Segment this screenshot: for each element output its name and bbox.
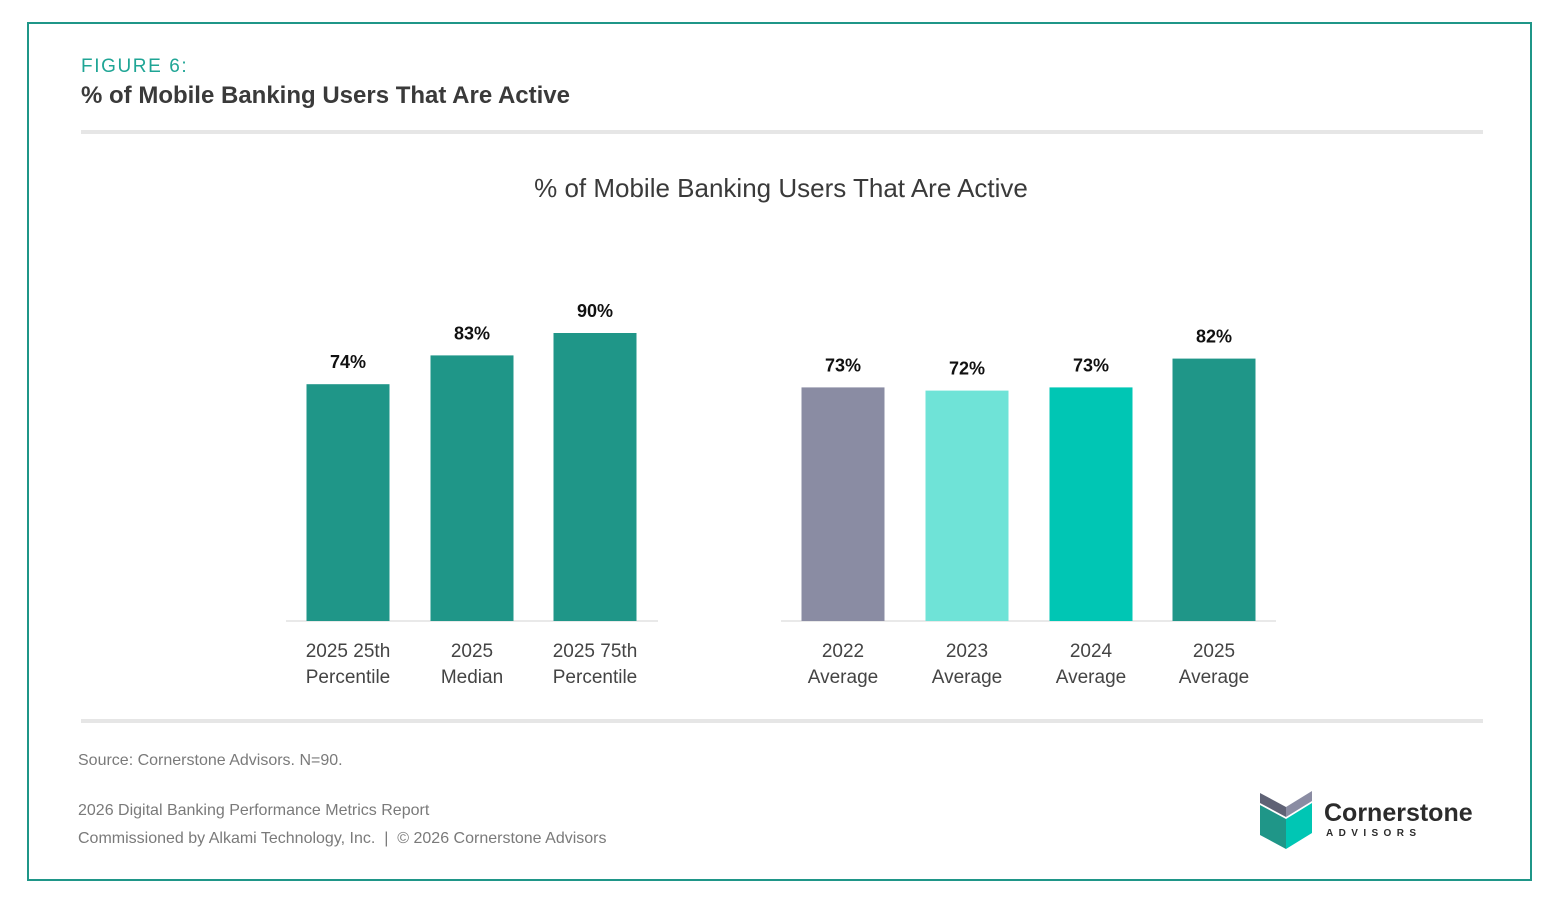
data-label-2: 83%	[454, 323, 490, 343]
x-tick-label-3: 2025 75th Percentile	[553, 641, 638, 688]
bottom-divider	[81, 719, 1483, 723]
x-tick-label-1: 2025 25th Percentile	[306, 641, 391, 688]
cornerstone-logo-icon	[1260, 791, 1312, 849]
logo-subtitle: ADVISORS	[1326, 828, 1422, 839]
figure-frame	[27, 22, 1532, 881]
data-label-4: 73%	[825, 355, 861, 375]
bar-7	[1172, 358, 1256, 621]
bar-2	[430, 355, 514, 621]
x-tick-label-7: 2025 Average	[1179, 641, 1249, 688]
data-label-5: 72%	[949, 359, 985, 379]
bar-5	[925, 390, 1009, 621]
bar-1	[306, 384, 390, 621]
report-name: 2026 Digital Banking Performance Metrics…	[78, 802, 430, 819]
data-label-3: 90%	[577, 301, 613, 321]
cornerstone-logo: Cornerstone ADVISORS	[1258, 787, 1488, 851]
data-label-1: 74%	[330, 352, 366, 372]
x-tick-label-4: 2022 Average	[808, 641, 878, 688]
commission-note: Commissioned by Alkami Technology, Inc. …	[78, 830, 607, 847]
bar-3	[553, 333, 637, 621]
figure-title: % of Mobile Banking Users That Are Activ…	[81, 82, 570, 109]
x-tick-label-5: 2023 Average	[932, 641, 1002, 688]
logo-name: Cornerstone	[1324, 799, 1473, 827]
data-label-7: 82%	[1196, 327, 1232, 347]
x-tick-label-6: 2024 Average	[1056, 641, 1126, 688]
chart-title: % of Mobile Banking Users That Are Activ…	[534, 173, 1028, 203]
bar-4	[801, 387, 885, 621]
top-divider	[81, 130, 1483, 134]
x-tick-label-2: 2025 Median	[441, 641, 503, 688]
figure-label: FIGURE 6:	[81, 56, 189, 77]
data-label-6: 73%	[1073, 355, 1109, 375]
bar-6	[1049, 387, 1133, 621]
source-note: Source: Cornerstone Advisors. N=90.	[78, 752, 343, 769]
